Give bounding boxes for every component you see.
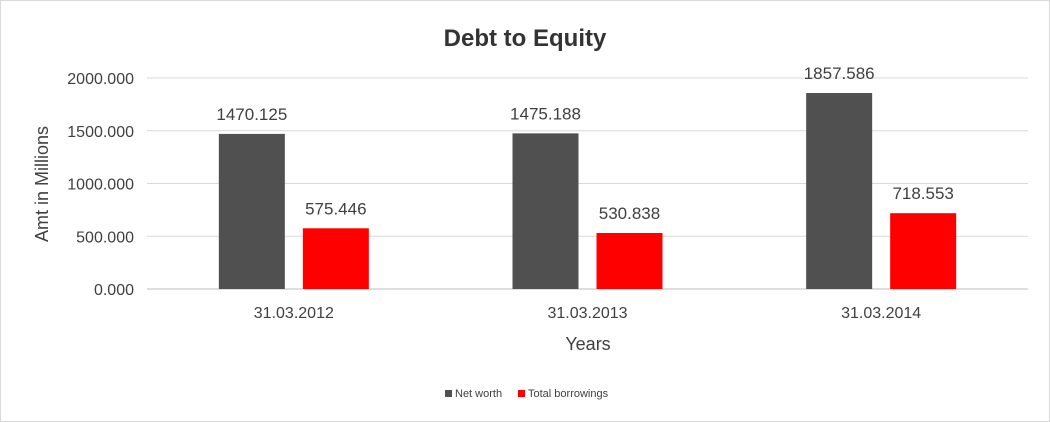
y-tick-label: 500.000	[76, 229, 134, 246]
bar-net-worth	[218, 133, 285, 289]
y-tick-label: 1000.000	[67, 177, 134, 194]
y-tick-label: 2000.000	[67, 71, 134, 88]
gridlines	[147, 77, 1028, 290]
x-axis-ticks: 31.03.2012 31.03.2013 31.03.2014	[254, 305, 922, 322]
bar-total-borrowings	[302, 228, 369, 289]
bar-total-borrowings	[890, 213, 957, 289]
data-labels: 1470.125 575.446 1475.188 530.838 1857.586 71…	[216, 64, 954, 223]
data-label: 718.553	[892, 184, 953, 203]
data-label: 530.838	[599, 204, 660, 223]
data-label: 1475.188	[510, 104, 581, 123]
data-label: 1470.125	[216, 105, 287, 124]
x-tick-label: 31.03.2013	[547, 305, 627, 322]
data-label: 1857.586	[804, 64, 875, 83]
bar-net-worth	[512, 133, 579, 289]
x-axis-title: Years	[565, 334, 610, 354]
y-axis-ticks: 0.000 500.000 1000.000 1500.000 2000.000	[67, 71, 134, 299]
chart-title: Debt to Equity	[444, 25, 607, 52]
legend: Net worth Total borrowings	[445, 388, 609, 400]
bar-net-worth	[806, 93, 873, 289]
y-axis-title: Amt in Millions	[32, 126, 52, 242]
x-tick-label: 31.03.2014	[841, 305, 921, 322]
legend-label-net-worth: Net worth	[455, 388, 502, 400]
x-tick-label: 31.03.2012	[254, 305, 334, 322]
y-tick-label: 0.000	[94, 282, 134, 299]
bars	[218, 93, 957, 289]
legend-swatch-total-borrowings	[518, 390, 525, 397]
y-tick-label: 1500.000	[67, 124, 134, 141]
bar-total-borrowings	[596, 232, 663, 289]
legend-swatch-net-worth	[445, 390, 452, 397]
legend-label-total-borrowings: Total borrowings	[528, 388, 609, 400]
data-label: 575.446	[305, 199, 366, 218]
